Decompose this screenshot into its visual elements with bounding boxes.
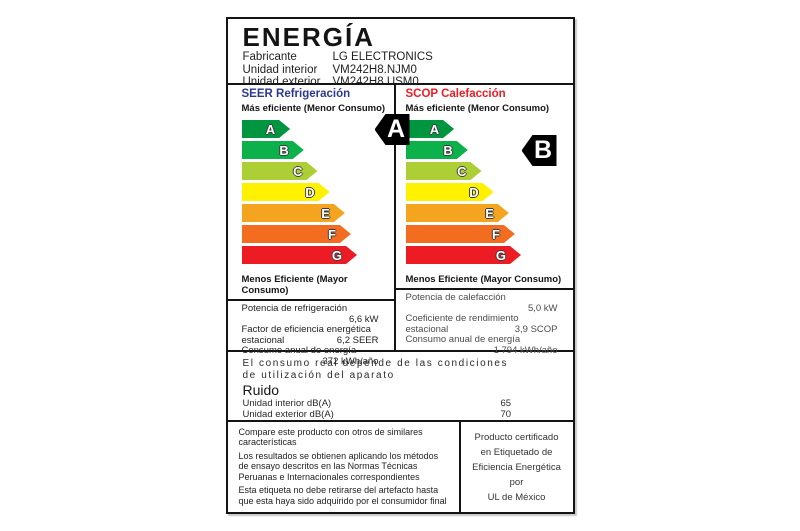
test-methods-note: Los resultados se obtienen aplicando los…	[238, 451, 439, 482]
rating-letter: A	[386, 115, 406, 143]
grade-letter-e: E	[321, 205, 330, 221]
seer-more-efficient-note: Más eficiente (Menor Consumo)	[241, 103, 386, 114]
grade-letter-c: C	[293, 163, 303, 179]
indoor-noise-value: 65	[500, 398, 512, 409]
grade-bar-d: D	[242, 183, 330, 201]
cooling-annual-consumption-label: Consumo anual de energía	[241, 345, 357, 357]
certification-box: Producto certificado en Etiquetado de Ef…	[461, 422, 573, 512]
seer-specs: Potencia de refrigeración 6,6 kW Factor …	[227, 299, 394, 368]
label-title: ENERGÍA	[242, 22, 375, 52]
rating-letter: B	[533, 136, 553, 164]
indoor-unit-row: Unidad interior VM242H8.NJM0	[243, 64, 573, 76]
outdoor-noise-label: Unidad exterior dB(A)	[242, 409, 334, 420]
outdoor-unit-value: VM242H8.USM0	[332, 75, 419, 88]
consumption-noise-section: El consumo real depende de las condicion…	[227, 352, 573, 422]
seer-less-efficient-note: Menos Eficiente (Mayor Consumo)	[241, 274, 348, 296]
manufacturer-row: Fabricante LG ELECTRONICS	[243, 51, 573, 63]
grade-bar-d: D	[406, 183, 494, 201]
real-consumption-note-line1: El consumo real depende de las condicion…	[242, 358, 509, 369]
certification-line: UL de México	[487, 491, 546, 503]
outdoor-noise-row: Unidad exterior dB(A) 70	[243, 409, 573, 420]
rating-columns: SEER Refrigeración Más eficiente (Menor …	[227, 85, 573, 367]
scop-coefficient-label: Coeficiente de rendimiento	[405, 313, 519, 325]
seer-heading: SEER Refrigeración	[241, 88, 351, 100]
manufacturer-value: LG ELECTRONICS	[332, 51, 433, 64]
heating-power-label: Potencia de calefacción	[405, 292, 506, 303]
scop-specs: Potencia de calefacción 5,0 kW Coeficien…	[395, 288, 573, 357]
grade-bar-g: G	[242, 246, 358, 264]
certification-line: Producto certificado	[474, 431, 559, 443]
scop-heading: SCOP Calefacción	[405, 88, 506, 100]
grade-bar-a: A	[242, 120, 291, 138]
grade-letter-c: C	[457, 163, 467, 179]
seer-factor-value: 6,2 SEER	[336, 334, 379, 346]
indoor-unit-label: Unidad interior	[242, 63, 318, 76]
cooling-power-label: Potencia de refrigeración	[241, 303, 348, 314]
grade-bar-e: E	[242, 204, 345, 222]
indoor-noise-label: Unidad interior dB(A)	[242, 398, 332, 409]
scop-coefficient-label2: estacional	[405, 323, 449, 335]
grade-letter-e: E	[485, 205, 494, 221]
grade-bar-f: F	[406, 225, 515, 243]
seer-factor-label2: estacional	[241, 334, 285, 346]
grade-letter-g: G	[495, 247, 507, 263]
cooling-annual-consumption-value: 372 kWh/año	[322, 355, 379, 367]
certification-line: en Etiquetado de	[480, 446, 553, 458]
grade-letter-g: G	[331, 247, 343, 263]
outdoor-unit-label: Unidad exterior	[242, 75, 321, 88]
scop-coefficient-row: estacional 3,9 SCOP	[405, 323, 573, 336]
grade-bar-a: A	[406, 120, 455, 138]
certification-line: Eficiencia Energética	[472, 461, 561, 473]
outdoor-noise-value: 70	[500, 409, 512, 420]
grade-bar-c: C	[242, 162, 318, 180]
do-not-remove-note: Esta etiqueta no debe retirarse del arte…	[238, 485, 447, 506]
grade-letter-d: D	[305, 184, 315, 200]
heating-power-value: 5,0 kW	[527, 302, 558, 314]
real-consumption-note-line2: de utilización del aparato	[242, 369, 395, 381]
heating-annual-consumption-value: 1 794 kWh/año	[493, 344, 558, 356]
energy-label: ENERGÍA Fabricante LG ELECTRONICS Unidad…	[225, 17, 575, 514]
scop-less-efficient-note: Menos Eficiente (Mayor Consumo)	[405, 274, 562, 285]
compare-note: Compare este producto con otros de simil…	[238, 427, 423, 448]
indoor-unit-value: VM242H8.NJM0	[332, 63, 417, 76]
seer-factor-label: Factor de eficiencia energética	[241, 324, 371, 336]
label-footer: Compare este producto con otros de simil…	[228, 422, 573, 512]
rating-indicator-a: A	[374, 114, 410, 145]
grade-bar-g: G	[406, 246, 522, 264]
grade-bar-b: B	[242, 141, 304, 159]
grade-bar-b: B	[406, 141, 468, 159]
footer-notes: Compare este producto con otros de simil…	[228, 422, 461, 512]
grade-bar-e: E	[406, 204, 509, 222]
grade-letter-f: F	[327, 226, 336, 242]
grade-letter-a: A	[265, 121, 276, 137]
grade-bar-c: C	[406, 162, 482, 180]
seer-column: SEER Refrigeración Más eficiente (Menor …	[227, 85, 410, 367]
rating-indicator-b: B	[521, 135, 557, 166]
indoor-noise-row: Unidad interior dB(A) 65	[243, 398, 573, 409]
manufacturer-label: Fabricante	[242, 51, 297, 64]
cooling-power-value: 6,6 kW	[348, 313, 379, 325]
label-header: ENERGÍA Fabricante LG ELECTRONICS Unidad…	[227, 19, 573, 88]
scop-column: SCOP Calefacción Más eficiente (Menor Co…	[395, 85, 573, 356]
seer-factor-row: estacional 6,2 SEER	[241, 334, 394, 347]
scop-more-efficient-note: Más eficiente (Menor Consumo)	[405, 103, 550, 114]
grade-letter-d: D	[469, 184, 479, 200]
scop-coefficient-value: 3,9 SCOP	[514, 323, 558, 335]
outdoor-unit-row: Unidad exterior VM242H8.USM0	[243, 76, 573, 88]
grade-letter-b: B	[443, 142, 453, 158]
noise-title: Ruido	[242, 382, 280, 398]
grade-letter-a: A	[429, 121, 440, 137]
grade-bar-f: F	[242, 225, 351, 243]
grade-letter-f: F	[491, 226, 500, 242]
certification-line: por	[509, 476, 524, 488]
grade-letter-b: B	[279, 142, 289, 158]
heating-annual-consumption-label: Consumo anual de energía	[405, 334, 521, 346]
